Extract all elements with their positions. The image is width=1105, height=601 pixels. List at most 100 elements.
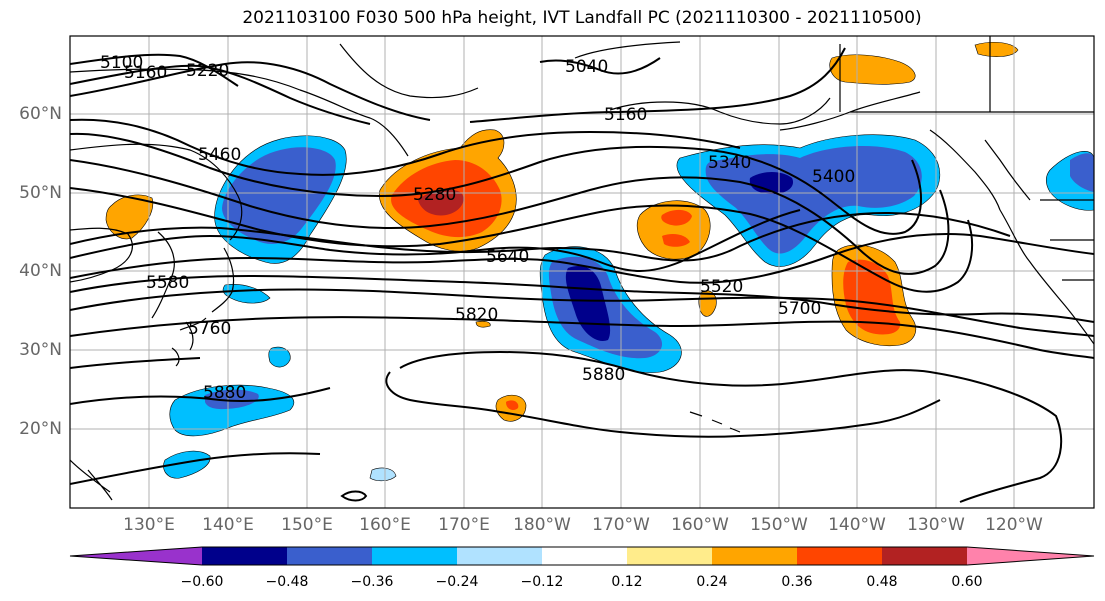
- colorbar-tick-label: 0.48: [866, 574, 898, 590]
- contour-label: 5880: [582, 365, 625, 385]
- lat-label: 30°N: [19, 340, 62, 360]
- positive-patch-northwest: [105, 194, 154, 240]
- contour-label: 5400: [812, 167, 855, 187]
- colorbar-bin: [202, 547, 287, 565]
- contour-label: 5880: [203, 383, 246, 403]
- contour-label: 5220: [186, 61, 229, 81]
- negative-patch-small-3: [369, 467, 397, 482]
- contour-label: 5460: [198, 145, 241, 165]
- contour-5040: [539, 57, 661, 75]
- lon-label: 120°W: [985, 515, 1043, 535]
- contour-5880-north: [70, 350, 1063, 503]
- map-panel: 5100 5160 5220 5040 5160 5460 5280 5340 …: [70, 36, 1094, 508]
- contour-label: 5340: [708, 153, 751, 173]
- contour-5880-south: [70, 371, 941, 485]
- positive-field-aleutians-core: [418, 189, 464, 216]
- negative-field-japan-south: [222, 284, 271, 304]
- contour-label: 5580: [146, 273, 189, 293]
- contour-label: 5160: [604, 105, 647, 125]
- lon-label: 140°W: [828, 515, 886, 535]
- colorbar-bin: [882, 547, 967, 565]
- colorbar-tick-label: 0.60: [951, 574, 983, 590]
- colorbar-tick-label: −0.48: [265, 574, 309, 590]
- colorbar-tick-label: 0.36: [781, 574, 813, 590]
- contour-label: 5280: [413, 185, 456, 205]
- colorbar: [69, 546, 1095, 566]
- contour-label-group: 5100 5160 5220 5040 5160 5460 5280 5340 …: [100, 53, 855, 403]
- lat-label: 50°N: [19, 183, 62, 203]
- coastlines: [70, 36, 1094, 501]
- negative-field-central-pacific-core: [565, 266, 611, 341]
- lon-label: 150°E: [281, 515, 333, 535]
- colorbar-tick-label: 0.12: [611, 574, 643, 590]
- contour-label: 5100: [100, 53, 143, 73]
- lat-label: 20°N: [19, 419, 62, 439]
- lon-label: 130°E: [123, 515, 175, 535]
- lat-label: 40°N: [19, 261, 62, 281]
- contour-5160-west: [70, 64, 371, 125]
- lon-label: 160°W: [671, 515, 729, 535]
- contour-5340: [70, 159, 950, 275]
- lon-label: 170°W: [592, 515, 650, 535]
- negative-patch-small-2: [163, 450, 211, 479]
- contour-5400: [70, 187, 974, 293]
- colorbar-bin: [712, 547, 797, 565]
- coastline-hawaii: [689, 411, 741, 433]
- coastline-alaska: [574, 41, 1001, 211]
- contour-5280: [70, 132, 922, 235]
- contour-label: 5760: [188, 319, 231, 339]
- colorbar-tick-label: −0.36: [350, 574, 394, 590]
- contour-label: 5700: [778, 299, 821, 319]
- colorbar-bin: [287, 547, 372, 565]
- contour-5100: [70, 53, 239, 87]
- negative-field-east-edge-core: [1070, 153, 1094, 192]
- colorbar-bin: [372, 547, 457, 565]
- colorbar-tick-label: 0.24: [696, 574, 728, 590]
- contour-5520: [70, 211, 1011, 262]
- contour-5220: [70, 61, 431, 121]
- colorbar-bin: [627, 547, 712, 565]
- colorbar-bin: [542, 547, 627, 565]
- lat-label: 60°N: [19, 104, 62, 124]
- negative-field-gulf-of-alaska-mid: [705, 146, 922, 254]
- contour-label: 5640: [486, 247, 529, 267]
- contour-5160-east: [469, 47, 846, 123]
- colorbar-bin: [797, 547, 882, 565]
- ivt-shading: [105, 41, 1094, 482]
- colorbar-tick-label: −0.24: [435, 574, 479, 590]
- contour-label: 5520: [700, 277, 743, 297]
- negative-patch-small-1: [268, 346, 291, 368]
- contour-label: 5040: [565, 57, 608, 77]
- colorbar-tick-label: −0.60: [180, 574, 224, 590]
- contour-5460: [70, 118, 741, 176]
- coastline-arctic: [339, 36, 1094, 113]
- lon-label: 160°E: [359, 515, 411, 535]
- positive-field-central-core: [661, 209, 692, 226]
- contour-5760: [70, 288, 1094, 337]
- coastline-north-america: [984, 139, 1094, 345]
- contour-label: 5160: [124, 63, 167, 83]
- height-contours: [70, 47, 1094, 503]
- contour-5580: [70, 209, 801, 272]
- positive-patch-subtropics-core: [506, 400, 519, 410]
- lon-label: 150°W: [750, 515, 808, 535]
- colorbar-bin: [457, 547, 542, 565]
- contour-5640: [70, 233, 1094, 284]
- map-title: 2021103100 F030 500 hPa height, IVT Land…: [242, 8, 922, 28]
- contour-5820: [70, 316, 1094, 359]
- colorbar-outline: [69, 546, 1095, 566]
- contour-label: 5820: [455, 305, 498, 325]
- lon-label: 140°E: [202, 515, 254, 535]
- colorbar-extend-high: [967, 547, 1094, 565]
- positive-patch-arctic: [829, 54, 916, 85]
- negative-field-gulf-of-alaska-core: [749, 172, 794, 194]
- colorbar-extend-low: [70, 547, 202, 565]
- positive-field-central-core-2: [662, 234, 690, 247]
- positive-patch-tiny: [475, 320, 491, 328]
- negative-patch-subtropics-core: [205, 389, 259, 410]
- lon-label: 180°W: [513, 515, 571, 535]
- map-frame: [69, 35, 1095, 509]
- positive-field-central: [636, 200, 711, 260]
- contour-5880-island: [340, 490, 368, 502]
